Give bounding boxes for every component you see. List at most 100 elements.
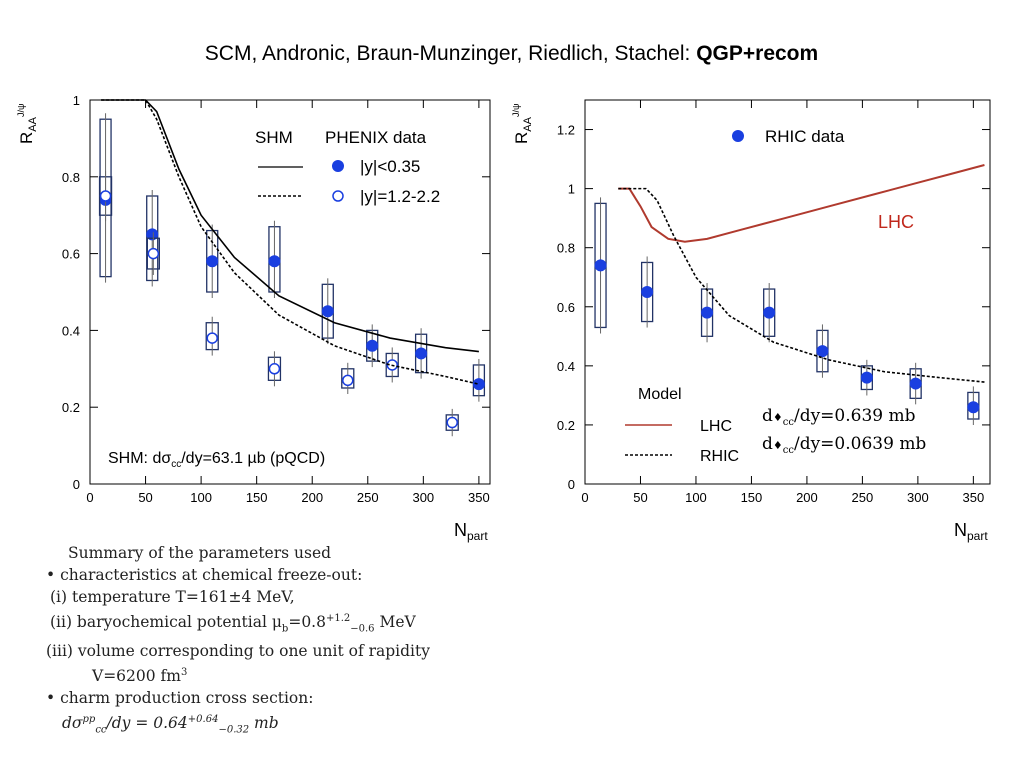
y-tick-label: 0 xyxy=(73,477,80,492)
plot-frame xyxy=(584,99,991,485)
legend-label-forward: |y|=1.2-2.2 xyxy=(360,187,440,206)
y-tick-label: 0.6 xyxy=(62,247,80,262)
legend-label-midrapidity: |y|<0.35 xyxy=(360,157,420,176)
data-point-open xyxy=(268,363,281,375)
shm-annotation-sub: cc xyxy=(171,459,181,470)
title-model: QGP+recom xyxy=(696,42,819,65)
legend-open-marker xyxy=(332,190,344,202)
data-point-filled xyxy=(415,347,428,360)
curve-dotted-line xyxy=(618,187,985,383)
legend-lhc-label: LHC xyxy=(700,418,732,435)
y-tick-label: 0.8 xyxy=(62,170,80,185)
formula-lhc: d♦cc/dy=0.639 mb xyxy=(762,406,916,428)
x-tick-label: 250 xyxy=(852,490,874,505)
y-axis-label-sup: J/ψ xyxy=(511,104,521,117)
parameter-summary: Summary of the parameters used • charact… xyxy=(46,542,546,742)
x-axis-label: Npart xyxy=(954,520,988,543)
title-authors: SCM, Andronic, Braun-Munzinger, Riedlich… xyxy=(204,42,697,65)
data-point-open xyxy=(206,332,218,344)
x-tick-label: 200 xyxy=(301,490,323,505)
formula-rhic-glyph: ♦ xyxy=(773,439,783,452)
legend-filled-marker xyxy=(332,160,344,172)
legend-model-header: Model xyxy=(638,386,682,403)
data-point-open xyxy=(342,374,354,387)
x-axis-label: Npart xyxy=(454,520,488,543)
summary-volume-label: (iii) volume corresponding to one unit o… xyxy=(46,642,430,661)
formula-rhic-sub: cc xyxy=(783,445,795,456)
x-tick-label: 50 xyxy=(633,490,647,505)
data-point-filled xyxy=(321,305,334,318)
data-point-filled xyxy=(909,377,922,390)
lhc-curve-label: LHC xyxy=(878,212,914,232)
legend-header-model: SHM xyxy=(255,128,293,147)
y-axis-label: RAAJ/ψ xyxy=(16,104,39,144)
chart-1: 0 50 100 150 200 250 300 350 0 0.2 0.4 0.6 0.8 1 Npart… xyxy=(16,93,491,543)
data-point-open xyxy=(446,416,458,429)
summary-volume-value: V=6200 fm3 xyxy=(92,667,188,686)
chart-2: 0 50 100 150 200 250 300 350 0 0.2 0.4 0.6 0.8 1 1.2 Np… xyxy=(511,99,991,543)
y-tick-label: 0.2 xyxy=(557,418,575,433)
legend-data-label: RHIC data xyxy=(765,127,845,146)
data-point-filled xyxy=(268,255,281,268)
shm-annotation-rest: /dy=63.1 µb (pQCD) xyxy=(181,450,325,467)
data-point-filled xyxy=(206,255,219,268)
data-point-filled xyxy=(763,306,776,319)
y-tick-label: 0.6 xyxy=(557,300,575,315)
x-tick-label: 350 xyxy=(468,490,490,505)
y-axis-label-sub: AA xyxy=(27,116,39,131)
x-axis-label-sub: part xyxy=(967,529,988,543)
shm-annotation: SHM: dσcc/dy=63.1 µb (pQCD) xyxy=(108,450,325,470)
curve-red-line xyxy=(618,164,985,243)
data-point-open xyxy=(147,247,160,260)
summary-heading: Summary of the parameters used xyxy=(68,544,332,562)
x-tick-label: 50 xyxy=(138,490,152,505)
y-tick-label: 0.4 xyxy=(557,359,575,374)
x-tick-label: 100 xyxy=(685,490,707,505)
plot-frame xyxy=(89,99,491,485)
y-axis-label: RAAJ/ψ xyxy=(511,104,534,144)
x-tick-label: 0 xyxy=(581,490,588,505)
data-point-filled xyxy=(146,228,159,241)
summary-charm-formula: dσppcc/dy = 0.64+0.64−0.32 mb xyxy=(62,714,279,736)
formula-lhc-sub: cc xyxy=(783,417,795,428)
y-axis-label-sub: AA xyxy=(522,116,534,131)
summary-bullet-freezeout: • characteristics at chemical freeze-out… xyxy=(46,566,363,584)
data-point-open xyxy=(99,190,112,202)
x-tick-label: 100 xyxy=(190,490,212,505)
data-point-filled xyxy=(472,378,485,391)
summary-bullet-charm: • charm production cross section: xyxy=(46,689,314,708)
data-point-filled xyxy=(701,306,714,319)
data-point-filled xyxy=(860,371,873,384)
x-tick-label: 300 xyxy=(907,490,929,505)
data-point-filled xyxy=(641,286,654,298)
y-tick-label: 1 xyxy=(568,182,575,197)
data-point-filled xyxy=(816,345,829,358)
y-tick-label: 0.8 xyxy=(557,241,575,256)
curve-dotted-line xyxy=(101,99,480,385)
y-tick-label: 0.4 xyxy=(62,323,80,338)
x-tick-label: 150 xyxy=(246,490,268,505)
y-tick-label: 1.2 xyxy=(557,123,575,138)
x-tick-label: 250 xyxy=(357,490,379,505)
legend-header-data: PHENIX data xyxy=(325,128,427,147)
y-tick-label: 1 xyxy=(73,93,80,108)
data-point-filled xyxy=(594,259,607,272)
x-tick-label: 300 xyxy=(412,490,434,505)
x-tick-label: 200 xyxy=(796,490,818,505)
y-tick-label: 0 xyxy=(568,477,575,492)
x-axis-label-sub: part xyxy=(467,529,488,543)
slide-title: SCM, Andronic, Braun-Munzinger, Riedlich… xyxy=(0,42,1023,66)
formula-rhic-value: /dy=0.0639 mb xyxy=(794,434,926,454)
y-tick-label: 0.2 xyxy=(62,400,80,415)
x-tick-label: 0 xyxy=(86,490,93,505)
legend-rhic-label: RHIC xyxy=(700,448,739,465)
formula-rhic: d♦cc/dy=0.0639 mb xyxy=(762,434,926,456)
y-axis-label-sup: J/ψ xyxy=(16,104,26,117)
data-point-filled xyxy=(366,339,379,352)
formula-lhc-glyph: ♦ xyxy=(773,411,783,424)
summary-temperature: (i) temperature T=161±4 MeV, xyxy=(50,588,295,606)
legend-data-marker xyxy=(732,130,744,142)
x-tick-label: 150 xyxy=(741,490,763,505)
formula-lhc-value: /dy=0.639 mb xyxy=(794,406,916,426)
x-tick-label: 350 xyxy=(963,490,985,505)
